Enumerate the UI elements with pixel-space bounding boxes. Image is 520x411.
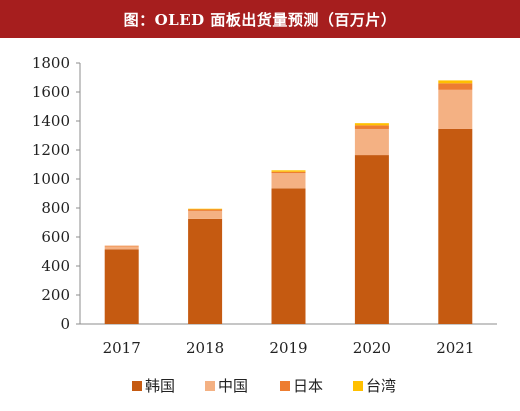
x-tick-label: 2020 [353, 339, 391, 357]
bar-segment [188, 209, 223, 211]
legend-swatch [353, 381, 363, 391]
bar-segment [104, 245, 139, 247]
bar-segment [354, 155, 389, 324]
y-tick-label: 400 [41, 257, 70, 275]
legend-label: 日本 [293, 377, 323, 395]
legend-swatch [280, 381, 290, 391]
bar-segment [104, 249, 139, 324]
y-tick-label: 1000 [32, 170, 70, 188]
y-tick-label: 600 [41, 228, 70, 246]
y-axis: 0 200 400 600 800 1000 1200 1400 1600 1800 [32, 54, 81, 333]
y-tick-label: 800 [41, 199, 70, 217]
bar-segment [438, 89, 473, 129]
y-tick-label: 0 [60, 315, 70, 333]
y-tick-label: 1400 [32, 112, 70, 130]
bar-segment [438, 83, 473, 90]
x-tick-label: 2019 [269, 339, 307, 357]
legend-swatch [205, 381, 215, 391]
legend-swatch [132, 381, 142, 391]
legend-label: 中国 [218, 377, 248, 395]
bar-segment [354, 128, 389, 156]
bar-segment [438, 128, 473, 324]
x-tick-label: 2017 [103, 339, 141, 357]
x-tick-label: 2018 [186, 339, 224, 357]
bar-segment [271, 170, 306, 172]
legend-label: 韩国 [145, 377, 175, 395]
legend: 韩国 中国 日本 台湾 [132, 377, 396, 395]
bar-segment [271, 173, 306, 189]
y-tick-label: 200 [41, 286, 70, 304]
bar-segment [271, 171, 306, 174]
bar-segment [438, 80, 473, 84]
bar-segment [188, 210, 223, 219]
bars [104, 80, 473, 324]
y-tick-label: 1200 [32, 141, 70, 159]
bar-segment [271, 188, 306, 324]
bar-segment [354, 123, 389, 126]
legend-label: 台湾 [366, 377, 396, 395]
x-axis: 2017 2018 2019 2020 2021 [80, 323, 497, 357]
bar-segment [104, 246, 139, 250]
y-tick-label: 1800 [32, 54, 70, 72]
bar-segment [188, 208, 223, 210]
bar-segment [188, 218, 223, 324]
x-tick-label: 2021 [436, 339, 474, 357]
y-tick-label: 1600 [32, 83, 70, 101]
chart-title: 图：OLED 面板出货量预测（百万片） [0, 0, 520, 38]
bar-segment [354, 125, 389, 129]
